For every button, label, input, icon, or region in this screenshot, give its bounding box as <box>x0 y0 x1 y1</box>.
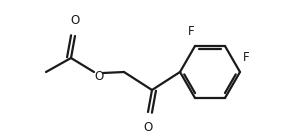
Text: F: F <box>243 51 249 64</box>
Text: O: O <box>94 70 104 83</box>
Text: O: O <box>143 121 153 134</box>
Text: F: F <box>188 25 194 38</box>
Text: O: O <box>70 14 79 27</box>
